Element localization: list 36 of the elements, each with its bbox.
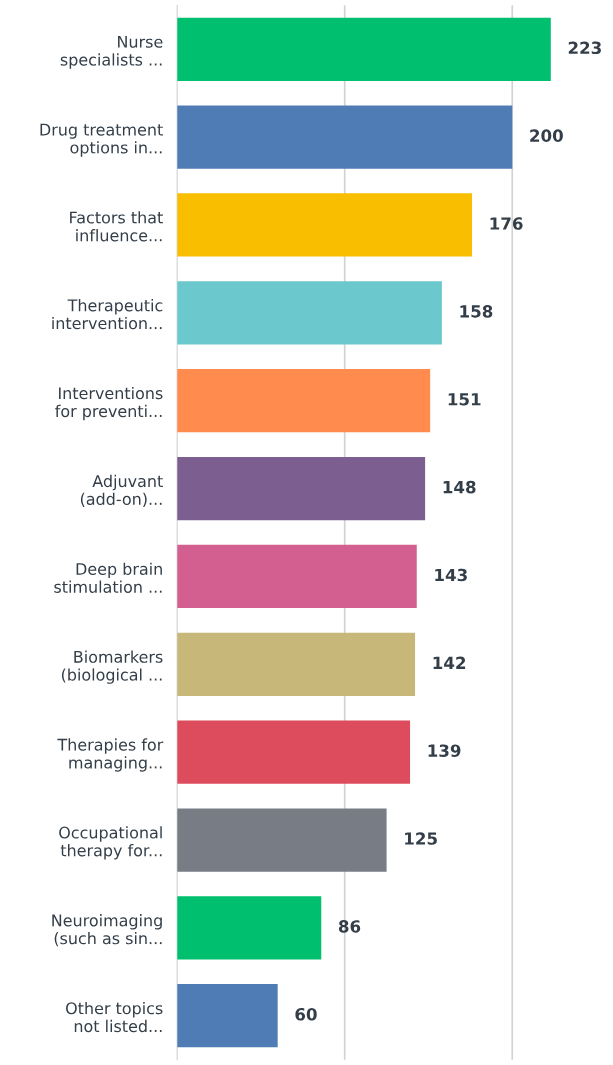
bar xyxy=(177,632,416,696)
data-label: 60 xyxy=(295,1007,317,1021)
data-label: 142 xyxy=(433,656,466,669)
data-label: 158 xyxy=(460,305,493,318)
bar xyxy=(177,17,551,81)
bar xyxy=(177,984,278,1048)
y-tick-label: Biomarkers (biological ... xyxy=(61,650,163,684)
bar xyxy=(177,896,322,960)
y-tick-label: Therapeutic intervention... xyxy=(52,299,163,330)
data-label: 148 xyxy=(443,480,476,494)
data-label: 151 xyxy=(448,393,481,406)
y-tick-label: Therapies for managing... xyxy=(57,738,164,772)
data-label: 176 xyxy=(490,217,523,230)
data-label: 125 xyxy=(405,832,437,845)
y-tick-label: Neuroimaging (such as sin... xyxy=(52,914,162,947)
bar xyxy=(177,281,442,345)
y-tick-label: Nurse specialists ... xyxy=(60,35,163,69)
y-tick-label: Other topics not listed... xyxy=(66,1001,163,1033)
y-tick-label: Interventions for preventi... xyxy=(55,386,163,421)
bar xyxy=(177,369,431,433)
data-label: 143 xyxy=(435,568,467,582)
y-tick-label: Occupational therapy for... xyxy=(59,826,162,860)
y-tick-label: Deep brain stimulation ... xyxy=(54,562,162,593)
y-tick-label: Drug treatment options in... xyxy=(40,123,163,157)
data-label: 86 xyxy=(338,920,361,933)
data-label: 200 xyxy=(530,129,563,142)
bar xyxy=(177,720,411,784)
bar xyxy=(177,193,473,257)
bar xyxy=(177,456,426,521)
y-tick-label: Adjuvant (add-on)... xyxy=(80,474,163,507)
bar xyxy=(177,105,513,169)
bar xyxy=(177,808,387,872)
bar xyxy=(177,544,417,609)
data-label: 223 xyxy=(568,41,601,55)
data-label: 139 xyxy=(428,744,461,757)
y-tick-label: Factors that influence... xyxy=(70,211,163,242)
